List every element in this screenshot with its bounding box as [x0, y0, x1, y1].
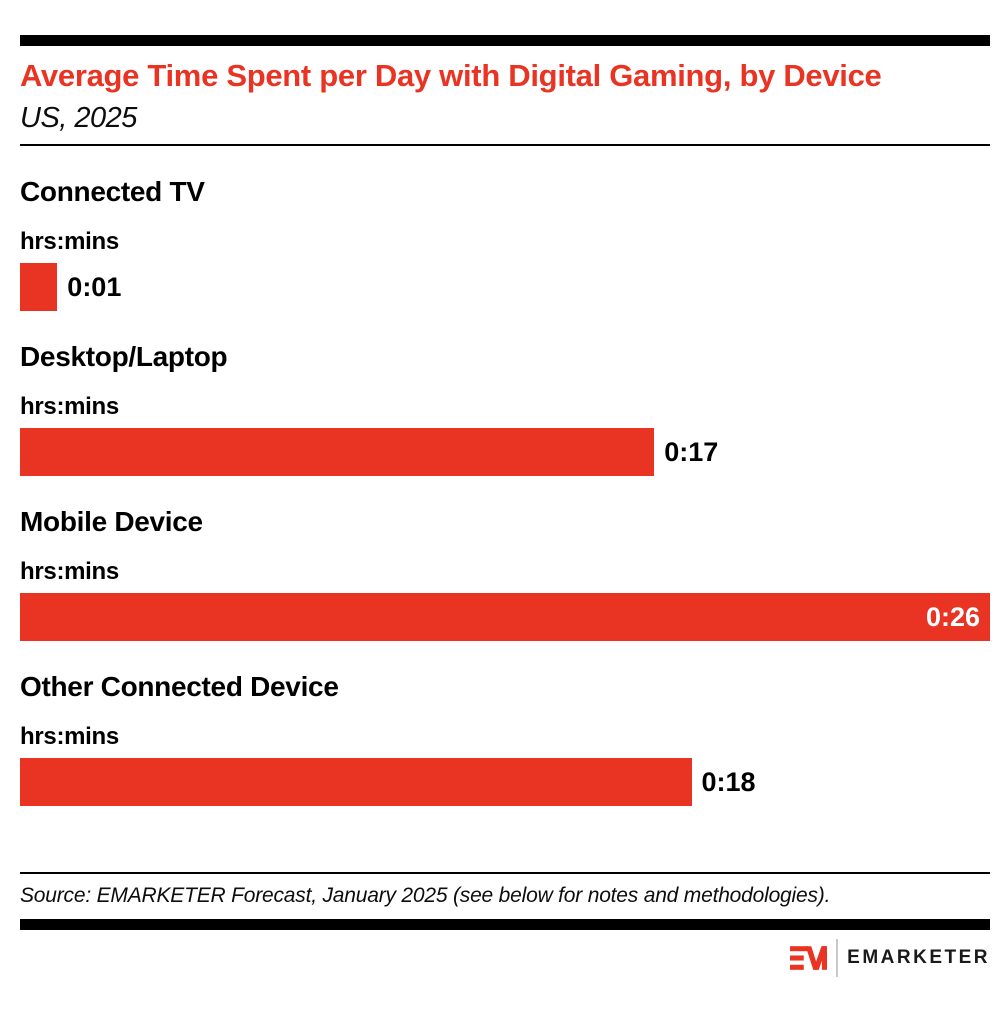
bottom-divider — [20, 919, 990, 931]
source-note: Source: EMARKETER Forecast, January 2025… — [20, 884, 831, 908]
device-section: Other Connected Device hrs:mins 0:18 — [20, 671, 990, 807]
bar: 0:26 — [20, 593, 990, 642]
bar-value-label: 0:17 — [664, 436, 719, 467]
device-section: Desktop/Laptop hrs:mins 0:17 — [20, 341, 990, 477]
bar-row: 0:17 — [20, 428, 990, 477]
bar-value-label: 0:18 — [701, 766, 756, 797]
device-label: Mobile Device — [20, 506, 203, 538]
axis-unit-label: hrs:mins — [20, 393, 119, 421]
bar-row: 0:26 — [20, 593, 990, 642]
brand-name: EMARKETER — [847, 947, 990, 969]
logo-divider — [836, 939, 839, 978]
brand-logo: EMARKETER — [20, 937, 990, 979]
bar — [20, 263, 58, 312]
bar-row: 0:01 — [20, 263, 990, 312]
footer-divider — [20, 872, 990, 875]
device-section: Mobile Device hrs:mins 0:26 — [20, 506, 990, 642]
bar-value-label: 0:01 — [67, 271, 122, 302]
device-section: Connected TV hrs:mins 0:01 — [20, 176, 990, 312]
chart-title: Average Time Spent per Day with Digital … — [20, 58, 882, 93]
device-label: Desktop/Laptop — [20, 341, 228, 373]
axis-unit-label: hrs:mins — [20, 228, 119, 256]
bar-chart: Connected TV hrs:mins 0:01 Desktop/Laptop hr… — [20, 176, 990, 807]
bar-value-label: 0:26 — [925, 601, 980, 632]
emarketer-logo-icon — [790, 946, 828, 970]
header-divider — [20, 144, 990, 147]
top-divider — [20, 35, 990, 46]
axis-unit-label: hrs:mins — [20, 558, 119, 586]
bar-row: 0:18 — [20, 758, 990, 807]
chart-subtitle: US, 2025 — [20, 102, 137, 135]
device-label: Other Connected Device — [20, 671, 339, 703]
bar — [20, 758, 692, 807]
bar — [20, 428, 655, 477]
device-label: Connected TV — [20, 176, 205, 208]
axis-unit-label: hrs:mins — [20, 723, 119, 751]
